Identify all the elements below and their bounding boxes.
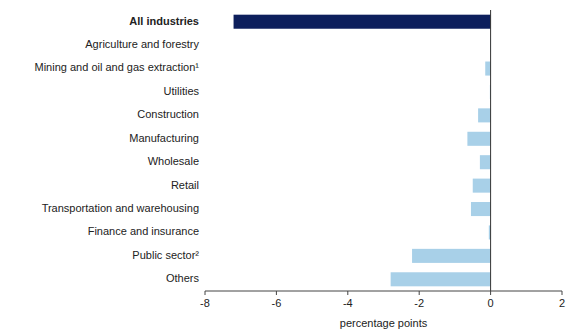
category-label: Transportation and warehousing — [42, 202, 199, 214]
category-label: Agriculture and forestry — [85, 38, 199, 50]
category-label: Finance and insurance — [88, 225, 199, 237]
x-tick — [347, 291, 348, 295]
category-label: Public sector² — [132, 249, 199, 261]
bar — [485, 62, 490, 76]
category-label: Utilities — [164, 85, 200, 97]
x-tick — [276, 291, 277, 295]
bar — [471, 202, 491, 216]
bar — [391, 272, 491, 286]
bars — [234, 15, 491, 287]
x-tick-label: -8 — [200, 297, 210, 309]
category-label: Mining and oil and gas extraction¹ — [35, 61, 200, 73]
x-tick-label: 2 — [559, 297, 565, 309]
bar — [473, 179, 491, 193]
bar — [467, 132, 490, 146]
x-tick — [205, 291, 206, 295]
x-tick — [490, 291, 491, 295]
bar — [478, 108, 490, 122]
x-tick-label: -4 — [343, 297, 353, 309]
x-tick-label: -2 — [414, 297, 424, 309]
x-axis-label: percentage points — [340, 317, 428, 329]
category-label: Retail — [171, 179, 199, 191]
x-tick-label: -6 — [272, 297, 282, 309]
chart: All industries Agriculture and forestry Mi… — [0, 0, 580, 335]
category-label: All industries — [129, 15, 199, 27]
category-label: Construction — [137, 108, 199, 120]
x-tick — [562, 291, 563, 295]
x-tick-label: 0 — [488, 297, 494, 309]
bar — [480, 155, 491, 169]
category-label: Others — [166, 272, 200, 284]
x-axis-line — [205, 291, 562, 292]
category-label: Manufacturing — [129, 132, 199, 144]
bar — [234, 15, 491, 29]
zero-line — [490, 10, 491, 291]
bar — [412, 249, 491, 263]
category-label: Wholesale — [148, 155, 199, 167]
x-tick — [419, 291, 420, 295]
